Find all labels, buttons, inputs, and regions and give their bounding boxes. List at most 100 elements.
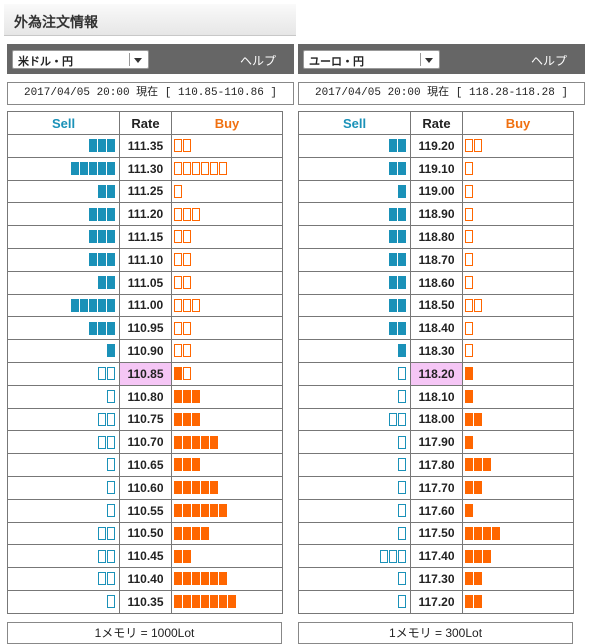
sell-volume-cell — [7, 498, 120, 523]
sell-volume-cell — [298, 225, 411, 249]
buy-volume-cell — [462, 544, 574, 569]
order-book-row: 110.65 — [7, 453, 283, 477]
sell-volume-cell — [298, 247, 411, 272]
sell-volume-block — [398, 275, 406, 289]
sell-volume-block — [107, 549, 115, 563]
order-book-row: 110.85 — [7, 361, 283, 386]
sell-volume-cell — [298, 407, 411, 432]
chevron-down-icon[interactable] — [134, 58, 142, 63]
sell-volume-block — [398, 298, 406, 312]
rate-cell: 110.60 — [119, 475, 172, 500]
sell-volume-block — [389, 253, 397, 267]
sell-volume-cell — [298, 156, 411, 181]
sell-volume-block — [107, 595, 115, 609]
buy-volume-block — [465, 389, 473, 403]
sell-volume-block — [389, 321, 397, 335]
buy-volume-block — [174, 321, 182, 335]
buy-volume-block — [192, 435, 200, 449]
currency-pair-select[interactable]: 米ドル・円 — [12, 50, 149, 69]
rate-timestamp-info: 2017/04/05 20:00 現在 [ 110.85-110.86 ] — [7, 82, 294, 105]
buy-volume-block — [174, 458, 182, 472]
rate-cell: 110.50 — [119, 521, 172, 546]
order-book-row: 111.20 — [7, 202, 283, 227]
buy-volume-block — [474, 572, 482, 586]
buy-volume-block — [183, 139, 191, 153]
rate-cell: 118.70 — [410, 247, 463, 272]
buy-volume-cell — [462, 134, 574, 158]
buy-volume-block — [201, 161, 209, 175]
buy-volume-cell — [171, 361, 283, 386]
buy-volume-cell — [171, 475, 283, 500]
buy-volume-block — [219, 503, 227, 517]
buy-volume-block — [210, 161, 218, 175]
buy-volume-cell — [462, 293, 574, 318]
rate-cell: 111.05 — [119, 270, 172, 295]
sell-volume-block — [107, 526, 115, 540]
rate-cell: 110.90 — [119, 339, 172, 363]
rate-cell: 118.60 — [410, 270, 463, 295]
order-book-row: 110.45 — [7, 544, 283, 569]
buy-volume-block — [174, 184, 182, 198]
sell-volume-block — [389, 275, 397, 289]
buy-volume-block — [465, 595, 473, 609]
buy-volume-cell — [462, 202, 574, 227]
sell-volume-block — [107, 230, 115, 244]
buy-volume-block — [474, 458, 482, 472]
buy-volume-block — [183, 549, 191, 563]
buy-volume-block — [192, 526, 200, 540]
buy-volume-cell — [171, 247, 283, 272]
sell-volume-block — [98, 184, 106, 198]
sell-volume-block — [89, 230, 97, 244]
buy-volume-cell — [171, 225, 283, 249]
help-link[interactable]: ヘルプ — [530, 54, 567, 68]
buy-volume-cell — [462, 521, 574, 546]
sell-volume-cell — [298, 498, 411, 523]
sell-volume-block — [80, 298, 88, 312]
order-book-row: 118.30 — [298, 339, 574, 363]
buy-volume-block — [201, 481, 209, 495]
order-book-row: 118.40 — [298, 316, 574, 341]
buy-volume-block — [465, 412, 473, 426]
buy-volume-block — [219, 572, 227, 586]
sell-volume-block — [98, 526, 106, 540]
order-book-row: 117.80 — [298, 453, 574, 477]
buy-volume-cell — [171, 453, 283, 477]
rate-cell: 111.30 — [119, 156, 172, 181]
rate-cell: 110.55 — [119, 498, 172, 523]
buy-volume-cell — [171, 430, 283, 455]
buy-volume-cell — [171, 270, 283, 295]
chevron-down-icon[interactable] — [425, 58, 433, 63]
sell-volume-block — [398, 503, 406, 517]
sell-volume-block — [398, 412, 406, 426]
eur-jpy-order-panel: ユーロ・円 ヘルプ 2017/04/05 20:00 現在 [ 118.28-1… — [298, 44, 585, 644]
sell-volume-block — [89, 207, 97, 221]
sell-volume-block — [398, 207, 406, 221]
sell-volume-cell — [7, 453, 120, 477]
rate-cell: 110.35 — [119, 589, 172, 614]
buy-volume-cell — [171, 498, 283, 523]
sell-volume-block — [107, 481, 115, 495]
buy-volume-block — [465, 481, 473, 495]
help-link[interactable]: ヘルプ — [239, 54, 276, 68]
buy-volume-block — [183, 253, 191, 267]
buy-volume-cell — [462, 361, 574, 386]
buy-volume-block — [192, 298, 200, 312]
sell-volume-cell — [7, 430, 120, 455]
sell-volume-cell — [298, 475, 411, 500]
buy-volume-block — [465, 298, 473, 312]
lot-scale-note: 1メモリ = 1000Lot — [7, 621, 282, 644]
buy-volume-block — [465, 435, 473, 449]
rate-cell: 110.95 — [119, 316, 172, 341]
buy-volume-block — [192, 572, 200, 586]
order-book-row: 111.00 — [7, 293, 283, 318]
buy-volume-block — [465, 321, 473, 335]
currency-pair-select[interactable]: ユーロ・円 — [303, 50, 440, 69]
rate-cell: 117.20 — [410, 589, 463, 614]
buy-volume-block — [465, 344, 473, 358]
order-book-row: 117.60 — [298, 498, 574, 523]
buy-volume-block — [210, 572, 218, 586]
buy-volume-cell — [462, 179, 574, 204]
sell-volume-cell — [298, 544, 411, 569]
order-book-row: 110.55 — [7, 498, 283, 523]
buy-volume-block — [201, 435, 209, 449]
